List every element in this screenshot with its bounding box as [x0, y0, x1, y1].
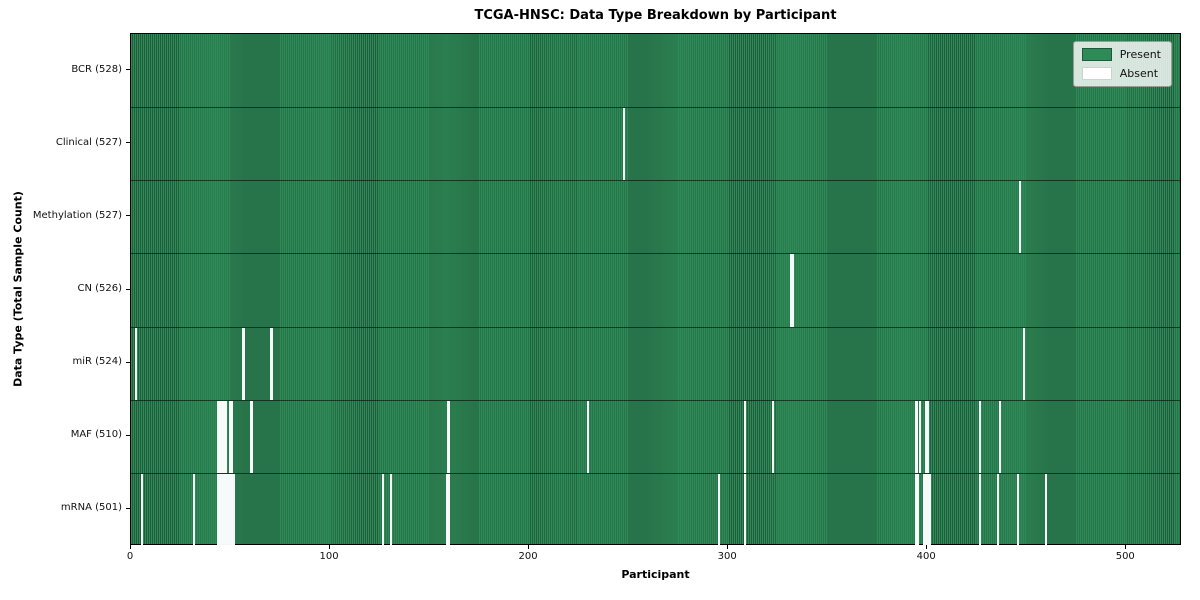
- absent-stripe: [929, 473, 932, 546]
- absent-stripe: [134, 327, 138, 400]
- x-tick-label: 300: [717, 551, 737, 562]
- absent-stripe: [1018, 181, 1021, 254]
- row-separator: [131, 472, 1180, 474]
- absent-stripe: [447, 400, 450, 473]
- x-tick-label: 400: [916, 551, 936, 562]
- absent-stripe: [218, 473, 221, 546]
- x-tick-label: 200: [518, 551, 538, 562]
- present-swatch-icon: [1081, 48, 1112, 61]
- x-tick: [726, 545, 728, 549]
- absent-stripe: [925, 473, 928, 546]
- x-axis-label: Participant: [621, 568, 690, 581]
- row-separator: [131, 107, 1180, 109]
- legend-item-present: Present: [1081, 48, 1161, 61]
- row-separator: [131, 253, 1180, 255]
- absent-stripe: [224, 473, 227, 546]
- y-tick: [126, 215, 130, 217]
- absent-stripe: [140, 473, 144, 546]
- y-tick: [126, 69, 130, 71]
- absent-stripe: [1022, 327, 1025, 400]
- absent-stripe: [230, 473, 233, 546]
- x-tick: [527, 545, 529, 549]
- absent-stripe: [744, 473, 747, 546]
- absent-stripe: [718, 473, 721, 546]
- absent-stripe: [445, 473, 448, 546]
- absent-stripe: [791, 254, 795, 327]
- absent-stripe: [228, 473, 231, 546]
- absent-stripe: [586, 400, 590, 473]
- absent-stripe: [978, 400, 982, 473]
- absent-stripe: [1044, 473, 1047, 546]
- x-tick-label: 500: [1115, 551, 1135, 562]
- y-tick-label: miR (524): [72, 356, 122, 368]
- absent-stripe: [771, 400, 775, 473]
- row-separator: [131, 180, 1180, 182]
- y-tick: [126, 142, 130, 144]
- legend: Present Absent: [1072, 41, 1172, 87]
- y-tick-label: CN (526): [77, 283, 122, 294]
- absent-stripe: [978, 473, 982, 546]
- absent-stripe: [447, 473, 450, 546]
- absent-stripe: [925, 400, 928, 473]
- y-tick: [126, 507, 130, 509]
- absent-stripe: [915, 400, 918, 473]
- absent-stripe: [270, 327, 273, 400]
- legend-label-present: Present: [1119, 48, 1161, 61]
- chart-title: TCGA-HNSC: Data Type Breakdown by Partic…: [474, 8, 837, 23]
- absent-stripe: [389, 473, 392, 546]
- absent-stripe: [218, 400, 221, 473]
- absent-stripe: [222, 400, 225, 473]
- absent-stripe: [927, 473, 930, 546]
- x-tick: [129, 545, 131, 549]
- y-tick: [126, 434, 130, 436]
- absent-stripe: [216, 473, 219, 546]
- y-tick-label: BCR (528): [71, 63, 122, 75]
- absent-stripe: [220, 400, 223, 473]
- absent-stripe: [242, 327, 245, 400]
- plot-area: Present Absent: [130, 33, 1181, 546]
- absent-stripe: [923, 473, 926, 546]
- y-tick-label: MAF (510): [70, 429, 122, 441]
- x-tick-label: 100: [319, 551, 339, 562]
- absent-stripe: [789, 254, 793, 327]
- row-separator: [131, 399, 1180, 401]
- x-tick: [925, 545, 927, 549]
- y-tick-label: Methylation (527): [32, 209, 122, 221]
- legend-label-absent: Absent: [1119, 67, 1159, 80]
- y-tick: [126, 288, 130, 290]
- x-tick: [1124, 545, 1126, 549]
- absent-stripe: [216, 400, 219, 473]
- absent-stripe: [919, 400, 922, 473]
- x-tick-label: 0: [126, 551, 134, 562]
- absent-stripe: [1016, 473, 1020, 546]
- absent-stripe: [622, 108, 625, 181]
- x-tick: [328, 545, 330, 549]
- absent-stripe: [915, 473, 918, 546]
- absent-stripe: [250, 400, 253, 473]
- y-tick-label: mRNA (501): [60, 502, 122, 514]
- absent-stripe: [998, 400, 1002, 473]
- absent-stripe: [226, 473, 229, 546]
- absent-stripe: [224, 400, 227, 473]
- absent-stripe: [927, 400, 930, 473]
- absent-stripe: [228, 400, 231, 473]
- row-separator: [131, 326, 1180, 328]
- absent-stripe: [192, 473, 195, 546]
- legend-item-absent: Absent: [1081, 67, 1161, 80]
- absent-stripe: [917, 473, 920, 546]
- y-tick: [126, 361, 130, 363]
- absent-stripe: [220, 473, 223, 546]
- absent-stripe: [232, 473, 235, 546]
- absent-stripe: [230, 400, 233, 473]
- absent-stripe: [381, 473, 385, 546]
- absent-stripe: [996, 473, 1000, 546]
- y-tick-label: Clinical (527): [55, 136, 122, 148]
- absent-stripe: [744, 400, 747, 473]
- absent-stripe: [222, 473, 225, 546]
- absent-swatch-icon: [1081, 67, 1112, 80]
